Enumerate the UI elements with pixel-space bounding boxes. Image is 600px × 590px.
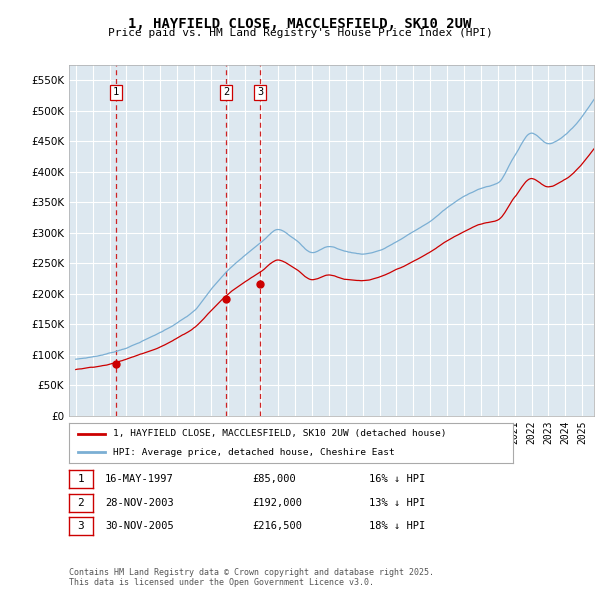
Text: 3: 3 [257, 87, 263, 97]
Text: 2: 2 [223, 87, 229, 97]
Text: Price paid vs. HM Land Registry's House Price Index (HPI): Price paid vs. HM Land Registry's House … [107, 28, 493, 38]
Text: 30-NOV-2005: 30-NOV-2005 [105, 522, 174, 531]
Text: 18% ↓ HPI: 18% ↓ HPI [369, 522, 425, 531]
Text: 1: 1 [113, 87, 119, 97]
Text: 16-MAY-1997: 16-MAY-1997 [105, 474, 174, 484]
Text: 28-NOV-2003: 28-NOV-2003 [105, 498, 174, 507]
Text: HPI: Average price, detached house, Cheshire East: HPI: Average price, detached house, Ches… [113, 448, 395, 457]
Text: 1: 1 [77, 474, 85, 484]
Text: This data is licensed under the Open Government Licence v3.0.: This data is licensed under the Open Gov… [69, 578, 374, 587]
Text: £85,000: £85,000 [252, 474, 296, 484]
Text: 1, HAYFIELD CLOSE, MACCLESFIELD, SK10 2UW (detached house): 1, HAYFIELD CLOSE, MACCLESFIELD, SK10 2U… [113, 430, 447, 438]
Text: 3: 3 [77, 522, 85, 531]
Text: 13% ↓ HPI: 13% ↓ HPI [369, 498, 425, 507]
Text: Contains HM Land Registry data © Crown copyright and database right 2025.: Contains HM Land Registry data © Crown c… [69, 568, 434, 577]
Text: £192,000: £192,000 [252, 498, 302, 507]
Text: 2: 2 [77, 498, 85, 507]
Text: 16% ↓ HPI: 16% ↓ HPI [369, 474, 425, 484]
Text: 1, HAYFIELD CLOSE, MACCLESFIELD, SK10 2UW: 1, HAYFIELD CLOSE, MACCLESFIELD, SK10 2U… [128, 17, 472, 31]
Text: £216,500: £216,500 [252, 522, 302, 531]
